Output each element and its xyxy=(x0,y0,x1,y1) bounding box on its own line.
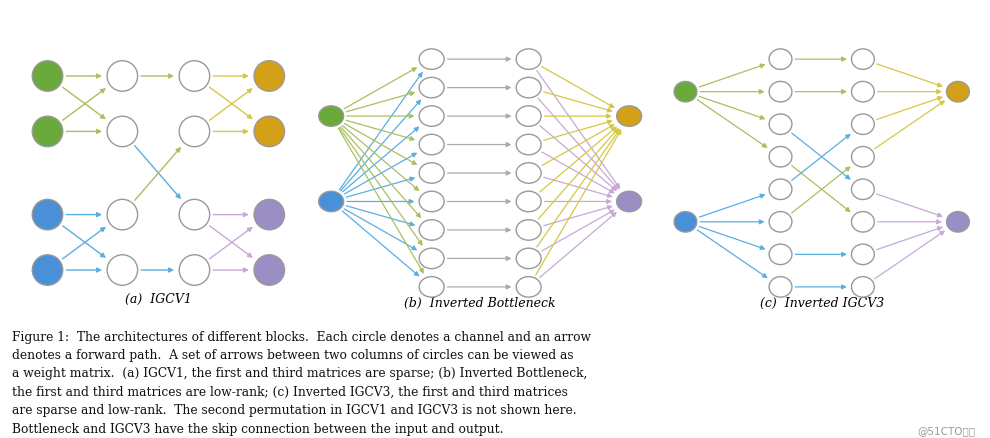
Circle shape xyxy=(851,212,874,232)
Circle shape xyxy=(179,61,210,91)
Circle shape xyxy=(769,212,792,232)
Circle shape xyxy=(851,81,874,102)
Circle shape xyxy=(419,49,445,69)
Circle shape xyxy=(516,78,542,98)
Text: the first and third matrices are low-rank; (c) Inverted IGCV3, the first and thi: the first and third matrices are low-ran… xyxy=(12,386,567,399)
Circle shape xyxy=(419,277,445,297)
Circle shape xyxy=(851,49,874,69)
Text: denotes a forward path.  A set of arrows between two columns of circles can be v: denotes a forward path. A set of arrows … xyxy=(12,349,573,362)
Circle shape xyxy=(851,277,874,297)
Circle shape xyxy=(33,199,62,230)
Circle shape xyxy=(851,114,874,134)
Circle shape xyxy=(254,116,284,147)
Circle shape xyxy=(516,49,542,69)
Circle shape xyxy=(851,179,874,200)
Circle shape xyxy=(419,248,445,268)
Circle shape xyxy=(254,199,284,230)
Circle shape xyxy=(516,277,542,297)
Circle shape xyxy=(33,255,62,285)
Circle shape xyxy=(516,220,542,240)
Circle shape xyxy=(107,255,138,285)
Circle shape xyxy=(33,116,62,147)
Circle shape xyxy=(769,277,792,297)
Circle shape xyxy=(769,146,792,167)
Circle shape xyxy=(419,191,445,212)
Text: a weight matrix.  (a) IGCV1, the first and third matrices are sparse; (b) Invert: a weight matrix. (a) IGCV1, the first an… xyxy=(12,367,587,381)
Text: @51CTO博客: @51CTO博客 xyxy=(917,426,975,436)
Circle shape xyxy=(769,81,792,102)
Circle shape xyxy=(617,191,642,212)
Circle shape xyxy=(107,199,138,230)
Circle shape xyxy=(419,220,445,240)
Circle shape xyxy=(769,49,792,69)
Circle shape xyxy=(769,114,792,134)
Circle shape xyxy=(769,244,792,265)
Circle shape xyxy=(946,212,969,232)
Circle shape xyxy=(851,244,874,265)
Circle shape xyxy=(516,106,542,126)
Circle shape xyxy=(516,248,542,268)
Circle shape xyxy=(319,191,344,212)
Circle shape xyxy=(516,134,542,155)
Circle shape xyxy=(419,163,445,183)
Circle shape xyxy=(179,116,210,147)
Text: Figure 1:  The architectures of different blocks.  Each circle denotes a channel: Figure 1: The architectures of different… xyxy=(12,331,591,344)
Circle shape xyxy=(674,212,697,232)
Circle shape xyxy=(946,81,969,102)
Text: (c)  Inverted IGCV3: (c) Inverted IGCV3 xyxy=(759,297,884,310)
Circle shape xyxy=(254,61,284,91)
Circle shape xyxy=(179,255,210,285)
Circle shape xyxy=(33,61,62,91)
Text: (b)  Inverted Bottleneck: (b) Inverted Bottleneck xyxy=(404,297,556,310)
Circle shape xyxy=(107,61,138,91)
Circle shape xyxy=(419,106,445,126)
Circle shape xyxy=(617,106,642,126)
Text: Bottleneck and IGCV3 have the skip connection between the input and output.: Bottleneck and IGCV3 have the skip conne… xyxy=(12,423,503,436)
Circle shape xyxy=(851,146,874,167)
Circle shape xyxy=(254,255,284,285)
Circle shape xyxy=(674,81,697,102)
Circle shape xyxy=(419,134,445,155)
Circle shape xyxy=(516,191,542,212)
Circle shape xyxy=(516,163,542,183)
Circle shape xyxy=(179,199,210,230)
Circle shape xyxy=(769,179,792,200)
Text: (a)  IGCV1: (a) IGCV1 xyxy=(125,293,192,306)
Text: are sparse and low-rank.  The second permutation in IGCV1 and IGCV3 is not shown: are sparse and low-rank. The second perm… xyxy=(12,404,576,417)
Circle shape xyxy=(319,106,344,126)
Circle shape xyxy=(419,78,445,98)
Circle shape xyxy=(107,116,138,147)
